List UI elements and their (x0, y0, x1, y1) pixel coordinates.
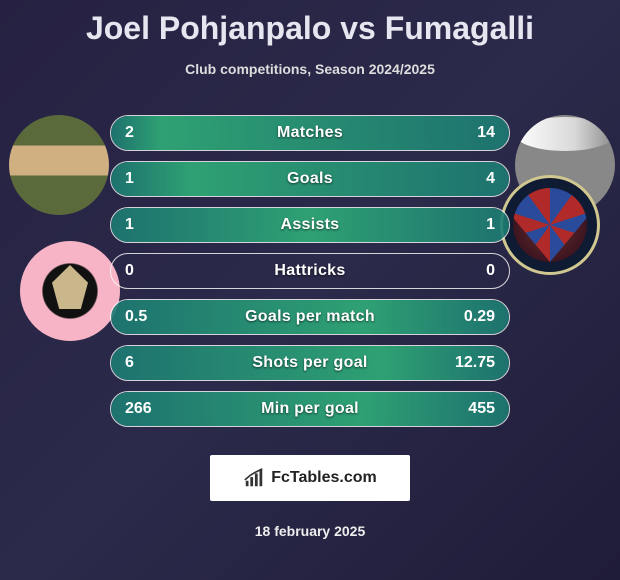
brand-badge: FcTables.com (210, 455, 410, 501)
stat-row: 0Hattricks0 (110, 253, 510, 289)
stat-label: Assists (111, 216, 509, 234)
chart-icon (243, 467, 265, 489)
comparison-panel: 2Matches141Goals41Assists10Hattricks00.5… (0, 115, 620, 427)
stat-row: 6Shots per goal12.75 (110, 345, 510, 381)
player2-club-logo (500, 175, 600, 275)
stat-value-right: 12.75 (453, 354, 509, 372)
stat-row: 1Assists1 (110, 207, 510, 243)
stat-label: Goals per match (111, 308, 509, 326)
brand-text: FcTables.com (271, 469, 377, 487)
stat-rows: 2Matches141Goals41Assists10Hattricks00.5… (110, 115, 510, 427)
page-title: Joel Pohjanpalo vs Fumagalli (0, 0, 620, 47)
stat-value-right: 0.29 (453, 308, 509, 326)
stat-label: Shots per goal (111, 354, 509, 372)
player1-photo (9, 115, 109, 215)
stat-label: Min per goal (111, 400, 509, 418)
stat-value-right: 14 (453, 124, 509, 142)
stat-row: 0.5Goals per match0.29 (110, 299, 510, 335)
subtitle: Club competitions, Season 2024/2025 (0, 61, 620, 77)
stat-row: 1Goals4 (110, 161, 510, 197)
stat-value-right: 455 (453, 400, 509, 418)
stat-row: 2Matches14 (110, 115, 510, 151)
stat-value-right: 0 (453, 262, 509, 280)
date-label: 18 february 2025 (0, 523, 620, 539)
stat-label: Matches (111, 124, 509, 142)
stat-value-right: 1 (453, 216, 509, 234)
stat-row: 266Min per goal455 (110, 391, 510, 427)
stat-label: Goals (111, 170, 509, 188)
stat-label: Hattricks (111, 262, 509, 280)
player1-club-logo (20, 241, 120, 341)
stat-value-right: 4 (453, 170, 509, 188)
